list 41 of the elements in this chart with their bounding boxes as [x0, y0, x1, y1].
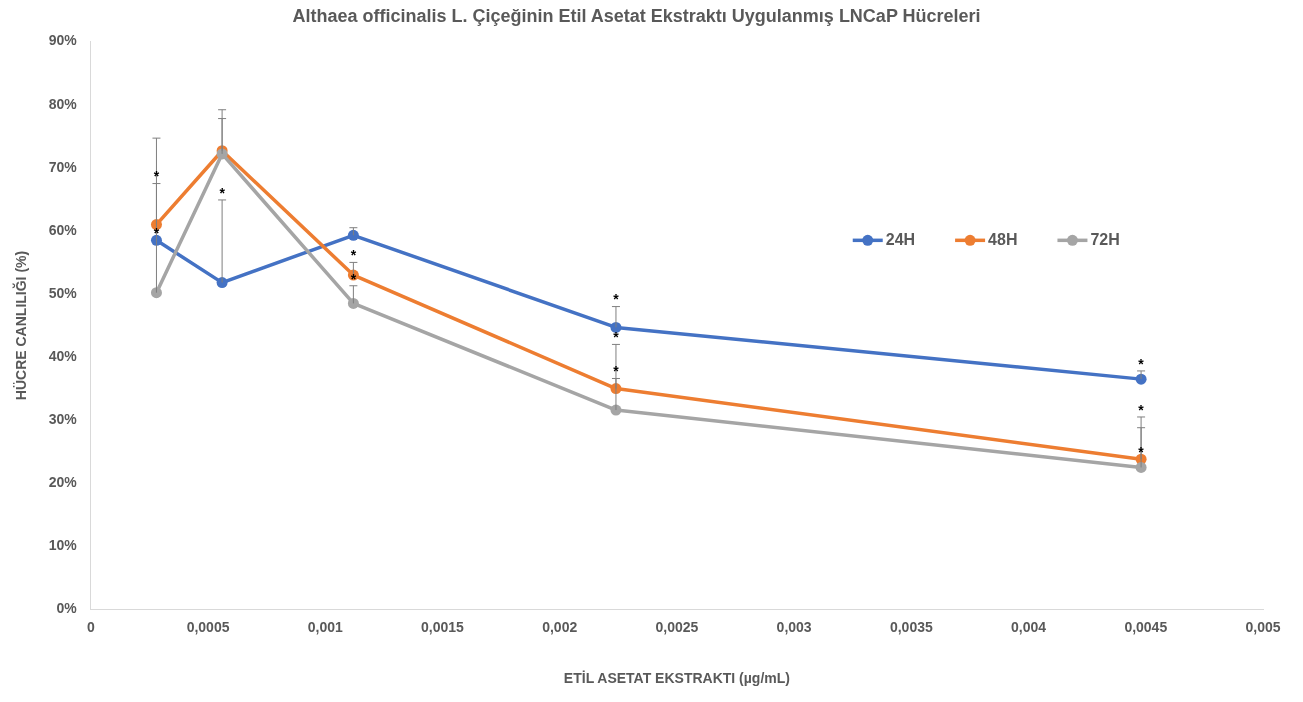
- y-tick-label: 0%: [56, 600, 78, 617]
- x-tick-label: 0,002: [542, 618, 578, 635]
- y-tick-label: 60%: [48, 221, 78, 238]
- annotation: *: [613, 291, 620, 308]
- point: [347, 229, 359, 241]
- y-tick-label: 70%: [48, 158, 78, 175]
- x-tick-label: 0,004: [1011, 618, 1047, 635]
- annotation: *: [613, 329, 620, 346]
- y-axis-title: HÜCRE CANLILIĞI (%): [12, 250, 30, 401]
- legend-label: 48H: [988, 230, 1018, 248]
- x-tick-label: 0,0015: [421, 618, 465, 635]
- x-tick-label: 0: [86, 618, 95, 635]
- x-tick-label: 0,0025: [655, 618, 699, 635]
- y-tick-label: 30%: [48, 410, 78, 427]
- y-tick-label: 10%: [48, 537, 78, 554]
- x-tick-label: 0,001: [307, 618, 343, 635]
- annotation: *: [613, 363, 620, 380]
- annotation: *: [153, 225, 160, 242]
- annotation: *: [1138, 444, 1145, 461]
- y-tick-label: 50%: [48, 284, 78, 301]
- x-tick-label: 0,003: [776, 618, 812, 635]
- annotation: *: [153, 168, 160, 185]
- x-tick-label: 0,0005: [186, 618, 230, 635]
- legend-label: 72H: [1090, 230, 1120, 248]
- annotation: *: [219, 184, 226, 201]
- point: [150, 287, 162, 299]
- annotation: *: [1138, 401, 1145, 418]
- legend-label: 24H: [885, 230, 916, 248]
- y-tick-label: 20%: [48, 474, 78, 491]
- y-tick-label: 40%: [48, 347, 78, 364]
- y-tick-label: 80%: [48, 95, 78, 112]
- x-tick-label: 0,0035: [889, 618, 933, 635]
- annotation: *: [350, 270, 357, 287]
- x-tick-label: 0,0045: [1124, 618, 1168, 635]
- x-axis-title: ETİL ASETAT EKSTRAKTI (µg/mL): [563, 670, 790, 687]
- chart-title: Althaea officinalis L. Çiçeğinin Etil Asetat Ekstraktı Uygulanmış LNCaP Hücreleri: [292, 5, 981, 26]
- y-tick-label: 90%: [48, 32, 78, 49]
- point: [347, 297, 359, 309]
- x-tick-label: 0,005: [1245, 618, 1281, 635]
- annotation: *: [350, 247, 357, 264]
- annotation: *: [1138, 355, 1145, 372]
